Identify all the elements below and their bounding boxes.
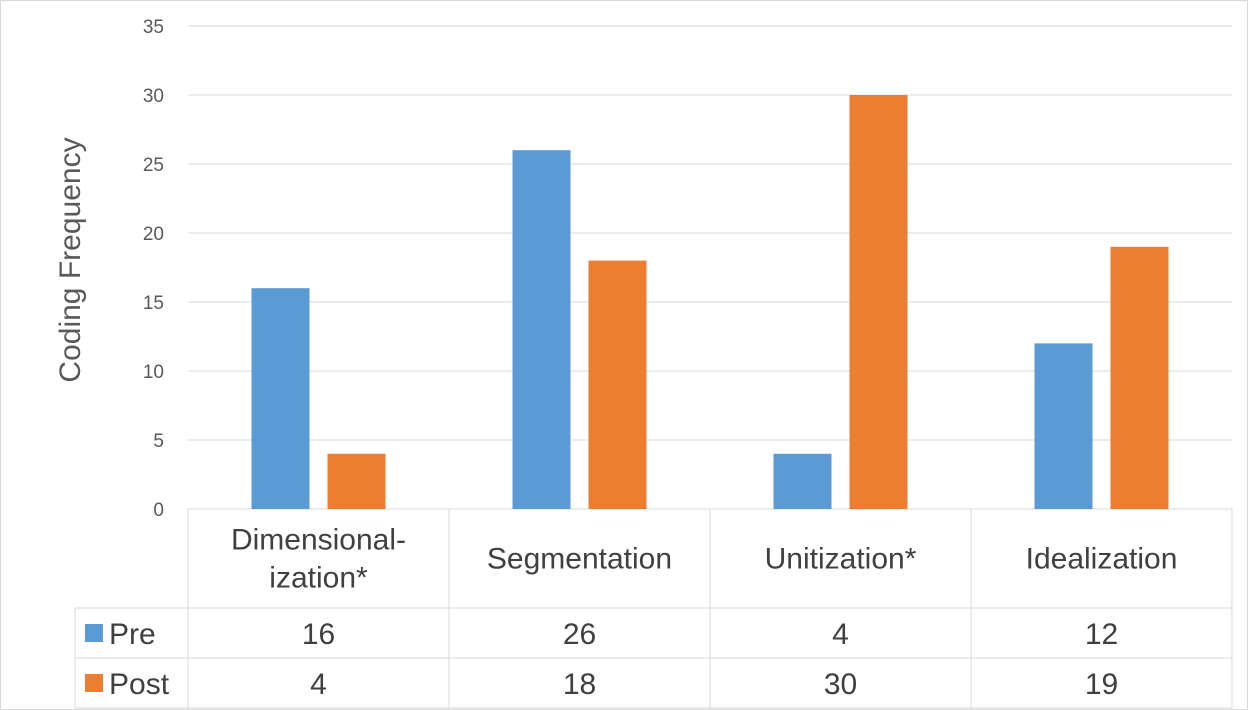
bar-pre-4 <box>1034 343 1093 509</box>
y-tick-label: 0 <box>153 500 164 521</box>
bar-post-1 <box>327 453 386 509</box>
bar-post-2 <box>588 260 647 509</box>
bar-pre-2 <box>512 150 571 509</box>
category-label: Unitization* <box>765 543 917 576</box>
bar-pre-1 <box>251 288 310 509</box>
table-value: 4 <box>310 668 327 701</box>
legend-label-post: Post <box>109 668 170 701</box>
legend-key-pre <box>85 624 103 642</box>
table-value: 16 <box>302 618 335 651</box>
y-tick-label: 20 <box>143 224 164 245</box>
y-tick-label: 5 <box>153 431 164 452</box>
category-label: Idealization <box>1026 543 1178 576</box>
y-tick-label: 10 <box>143 362 164 383</box>
table-value: 12 <box>1085 618 1118 651</box>
table-value: 26 <box>563 618 596 651</box>
table-value: 4 <box>832 618 849 651</box>
y-tick-label: 30 <box>143 86 164 107</box>
category-label: Segmentation <box>487 543 672 576</box>
table-value: 18 <box>563 668 596 701</box>
legend-key-post <box>85 674 103 692</box>
bar-pre-3 <box>773 453 832 509</box>
y-tick-label: 25 <box>143 155 164 176</box>
y-tick-label: 35 <box>143 17 164 38</box>
table-value: 30 <box>824 668 857 701</box>
bar-post-3 <box>849 95 908 509</box>
y-axis-label: Coding Frequency <box>54 137 87 382</box>
category-label: Dimensional-ization* <box>231 524 406 595</box>
table-value: 19 <box>1085 668 1118 701</box>
legend-label-pre: Pre <box>109 618 156 651</box>
y-tick-label: 15 <box>143 293 164 314</box>
bar-post-4 <box>1110 246 1169 510</box>
